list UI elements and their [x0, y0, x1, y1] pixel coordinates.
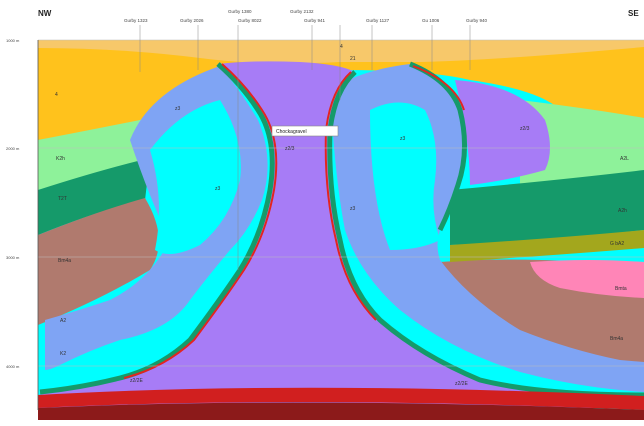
well-label: Gurby 1127: [366, 18, 390, 23]
well-label: Gurby 2132: [290, 9, 314, 14]
svg-text:Bm4a: Bm4a: [58, 258, 71, 264]
red-edge-left: [123, 63, 278, 379]
well-label: Gurby 8022: [238, 18, 262, 23]
svg-text:z3: z3: [400, 136, 406, 142]
svg-text:z2/2E: z2/2E: [130, 378, 143, 384]
callout-label: Chockagravel: [276, 129, 307, 135]
svg-text:Bm4a: Bm4a: [610, 336, 623, 342]
base-dark-band: [38, 402, 644, 420]
svg-text:A2: A2: [60, 318, 66, 324]
yellow-layer: [38, 46, 644, 140]
svg-text:21: 21: [350, 56, 356, 62]
cyan-pocket-left: [150, 100, 241, 254]
salt-lobe-right: [455, 80, 550, 185]
svg-text:Bmta: Bmta: [615, 286, 627, 292]
layer-labels: 4 K2h T2T Bm4a A2 K2 z2/2E z3 z3 z2/3 z3…: [55, 44, 629, 387]
svg-text:z3: z3: [350, 206, 356, 212]
well-label: Gurby 2026: [180, 18, 204, 23]
section-body: 4 K2h T2T Bm4a A2 K2 z2/2E z3 z3 z2/3 z3…: [37, 25, 644, 420]
depth-label: 2000 m: [6, 146, 20, 151]
cyan-pocket-right: [370, 102, 440, 250]
direction-se: SE: [628, 9, 639, 18]
svg-text:G bA2: G bA2: [610, 241, 624, 247]
svg-text:z3: z3: [175, 106, 181, 112]
brown-layer-left: [38, 198, 159, 325]
well-label: Gurby 941: [304, 18, 326, 23]
pale-green-right: [520, 100, 644, 190]
svg-text:K2: K2: [60, 351, 66, 357]
direction-nw: NW: [38, 9, 52, 18]
olive-layer: [450, 230, 644, 262]
svg-text:4: 4: [55, 92, 58, 98]
well-label: Gu 1006: [422, 18, 440, 23]
well-label: Gurby 1323: [124, 18, 148, 23]
dark-green-right: [450, 170, 644, 245]
svg-text:T2T: T2T: [58, 196, 67, 202]
depth-label: 3000 m: [6, 255, 20, 260]
depth-label: 4000 m: [6, 364, 20, 369]
top-band: [38, 40, 644, 64]
svg-text:4: 4: [340, 44, 343, 50]
well-label: Gurby 1380: [228, 9, 252, 14]
svg-text:z2/3: z2/3: [285, 146, 295, 152]
red-edge-right: [324, 71, 377, 321]
svg-text:z2/2E: z2/2E: [455, 381, 468, 387]
well-lines: [139, 25, 471, 270]
base-red-band: [38, 387, 644, 410]
pale-green-left: [38, 118, 150, 190]
svg-text:z3: z3: [215, 186, 221, 192]
svg-text:A2h: A2h: [618, 208, 627, 214]
red-edge-right-wing: [412, 65, 465, 111]
green-edge-right-wing: [409, 61, 468, 232]
green-edge-left: [39, 62, 275, 395]
svg-text:K2h: K2h: [56, 156, 65, 162]
well-label: Gurby 940: [466, 18, 488, 23]
depth-labels: 1000 m 2000 m 3000 m 4000 m: [6, 38, 20, 369]
salt-body: [38, 61, 644, 408]
callout: Chockagravel: [271, 125, 339, 137]
well-labels: Gurby 1380 Gurby 2132 Gurby 1323 Gurby 2…: [124, 9, 488, 23]
dark-green-left: [38, 158, 150, 235]
depth-gridlines: [38, 39, 644, 367]
svg-text:A2L: A2L: [620, 156, 629, 162]
pink-layer: [530, 260, 644, 298]
depth-label: 1000 m: [6, 38, 20, 43]
svg-text:z2/3: z2/3: [520, 126, 530, 132]
